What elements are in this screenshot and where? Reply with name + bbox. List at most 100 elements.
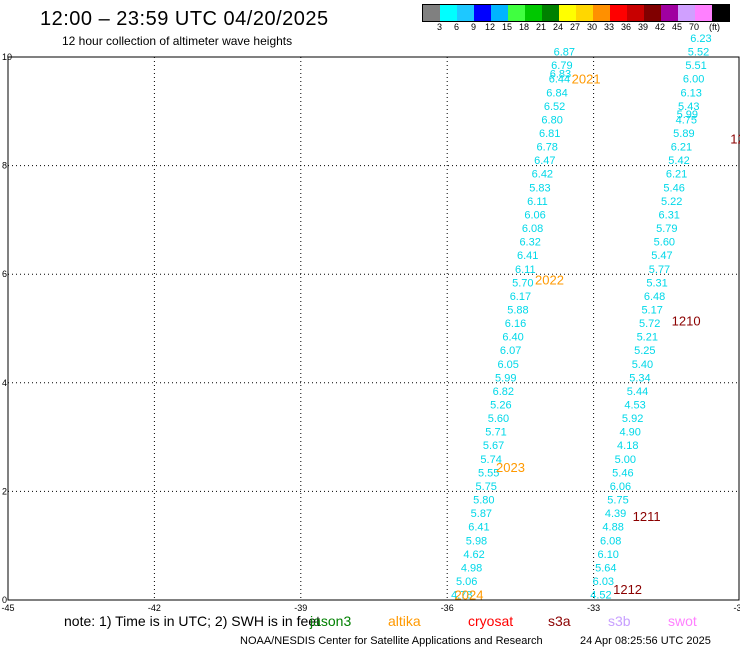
footer-timestamp: 24 Apr 08:25:56 UTC 2025 (580, 635, 711, 647)
wave-height-value: 5.72 (639, 318, 660, 330)
wave-height-value: 5.17 (641, 304, 662, 316)
color-swatch (695, 5, 712, 21)
wave-height-value: 6.17 (510, 291, 531, 303)
color-scale-unit: (ft) (709, 22, 720, 32)
color-scale-label: 15 (502, 22, 513, 32)
wave-height-value: 5.79 (656, 223, 677, 235)
color-scale-label: 33 (604, 22, 615, 32)
wave-height-value: 6.13 (680, 87, 701, 99)
wave-height-value: 5.42 (668, 155, 689, 167)
wave-height-value: 6.31 (659, 209, 680, 221)
color-scale-labels: 3 6 9 12 15 18 21 24 27 30 33 36 39 42 45 70 (ft) (422, 22, 740, 34)
pass-time-label: 1212 (613, 582, 642, 597)
footer-credit: NOAA/NESDIS Center for Satellite Applica… (240, 635, 543, 647)
color-swatch (559, 5, 576, 21)
pass-time-label: 120 (730, 131, 740, 146)
page-title: 12:00 – 23:59 UTC 04/20/2025 (40, 8, 329, 30)
x-tick-label: -30 (733, 603, 740, 613)
color-scale-bar (422, 4, 730, 22)
color-scale-label: 9 (471, 22, 477, 32)
wave-height-value: 6.84 (546, 87, 567, 99)
wave-height-value: 5.83 (529, 182, 550, 194)
legend-satellite-altika: altika (388, 613, 421, 629)
color-scale-label: 45 (672, 22, 683, 32)
x-tick-label: -42 (148, 603, 161, 613)
wave-height-value: 5.92 (622, 413, 643, 425)
color-swatch (457, 5, 474, 21)
color-scale-label: 12 (485, 22, 496, 32)
plot-frame (7, 56, 740, 601)
wave-height-value: 5.99 (495, 372, 516, 384)
wave-height-value: 5.98 (466, 535, 487, 547)
color-scale-label: 21 (536, 22, 547, 32)
wave-height-value: 5.99 (677, 109, 698, 121)
wave-height-value: 6.08 (600, 535, 621, 547)
color-scale-label: 30 (587, 22, 598, 32)
wave-height-value: 6.05 (497, 359, 518, 371)
wave-height-value: 6.16 (505, 318, 526, 330)
wave-height-value: 6.11 (527, 196, 548, 208)
wave-height-value: 5.51 (685, 60, 706, 72)
wave-height-value: 5.31 (646, 277, 667, 289)
wave-height-value: 6.47 (534, 155, 555, 167)
pass-time-label: 2024 (455, 588, 484, 603)
wave-height-value: 5.75 (476, 481, 497, 493)
y-tick-label: 6 (2, 269, 7, 279)
color-scale-label: 3 (437, 22, 443, 32)
color-scale-label: 24 (553, 22, 564, 32)
wave-height-value: 5.64 (595, 562, 616, 574)
wave-height-value: 5.06 (456, 576, 477, 588)
wave-height-value: 6.78 (537, 142, 558, 154)
y-tick-label: 4 (2, 378, 7, 388)
wave-height-value: 6.80 (541, 114, 562, 126)
wave-height-value: 5.55 (478, 467, 499, 479)
legend-note: note: 1) Time is in UTC; 2) SWH is in fe… (64, 613, 320, 629)
wave-height-value: 5.46 (663, 182, 684, 194)
wave-height-value: 5.60 (654, 237, 675, 249)
wave-height-value: 5.88 (507, 304, 528, 316)
wave-height-value: 6.32 (519, 237, 540, 249)
color-swatch (576, 5, 593, 21)
wave-height-value: 6.08 (522, 223, 543, 235)
wave-height-value: 6.48 (644, 291, 665, 303)
color-swatch (644, 5, 661, 21)
wave-height-value: 5.47 (651, 250, 672, 262)
color-scale-label: 42 (655, 22, 666, 32)
color-scale-label: 39 (638, 22, 649, 32)
wave-height-value: 6.21 (671, 142, 692, 154)
color-swatch (474, 5, 491, 21)
pass-time-label: 1210 (672, 313, 701, 328)
wave-height-value: 6.83 (550, 68, 571, 80)
wave-height-value: 4.75 (676, 114, 697, 126)
y-tick-label: 10 (2, 52, 12, 62)
wave-height-value: 5.43 (678, 101, 699, 113)
color-swatch (542, 5, 559, 21)
wave-height-value: 6.00 (683, 74, 704, 86)
wave-height-value: 5.22 (661, 196, 682, 208)
x-tick-label: -39 (294, 603, 307, 613)
wave-height-value: 5.00 (615, 454, 636, 466)
wave-height-value: 5.70 (512, 277, 533, 289)
legend-satellite-swot: swot (668, 613, 697, 629)
wave-height-value: 5.71 (485, 427, 506, 439)
pass-time-label: 1211 (633, 509, 661, 524)
color-scale-label: 27 (570, 22, 581, 32)
pass-time-label: 2022 (535, 273, 564, 288)
wave-height-value: 5.25 (634, 345, 655, 357)
wave-height-value: 6.52 (544, 101, 565, 113)
color-scale-label: 36 (621, 22, 632, 32)
legend-satellite-jason3: jason3 (310, 613, 352, 629)
wave-height-value: 5.34 (629, 372, 650, 384)
wave-height-value: 6.23 (690, 33, 711, 45)
color-swatch (440, 5, 457, 21)
wave-height-value: 6.81 (539, 128, 560, 140)
color-scale-label: 6 (454, 22, 460, 32)
wave-height-value: 5.80 (473, 495, 494, 507)
wave-height-value: 6.44 (549, 74, 570, 86)
wave-height-value: 5.77 (649, 264, 670, 276)
wave-height-value: 5.26 (490, 400, 511, 412)
wave-height-value: 6.79 (551, 60, 572, 72)
y-tick-label: 8 (2, 161, 7, 171)
color-swatch (610, 5, 627, 21)
